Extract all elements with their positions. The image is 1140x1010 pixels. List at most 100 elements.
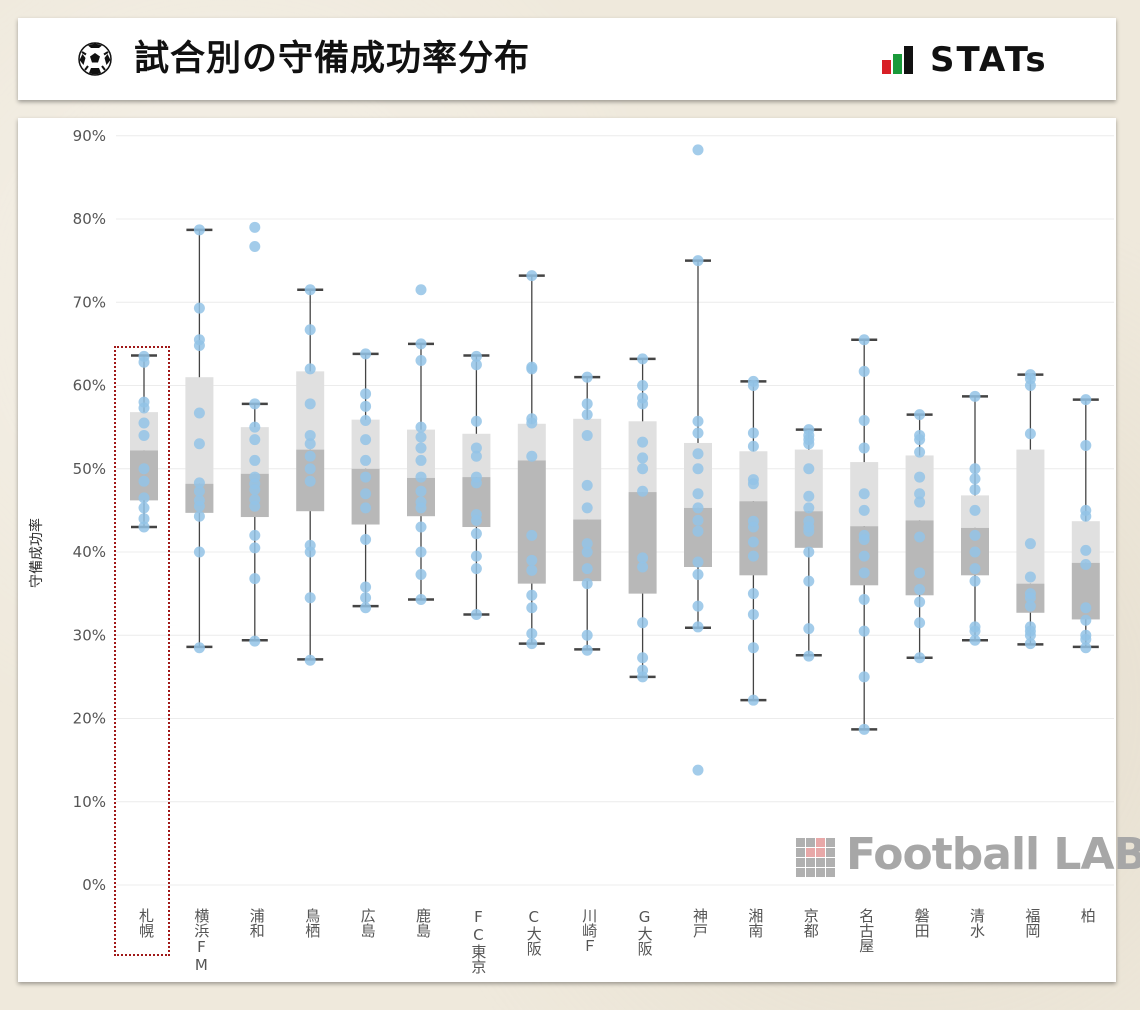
x-tick-label: FC東京 xyxy=(469,908,487,975)
data-point xyxy=(747,694,759,706)
data-point xyxy=(138,356,150,368)
data-point xyxy=(858,365,870,377)
x-tick-label: C大阪 xyxy=(525,908,543,956)
data-point xyxy=(415,431,427,443)
data-point xyxy=(581,502,593,514)
x-tick-label: G大阪 xyxy=(636,908,654,956)
data-point xyxy=(1024,592,1036,604)
data-point xyxy=(193,224,205,236)
data-point xyxy=(249,542,261,554)
data-point xyxy=(138,492,150,504)
data-point xyxy=(637,452,649,464)
y-tick-label: 40% xyxy=(73,543,106,561)
data-point xyxy=(415,338,427,350)
data-point xyxy=(415,593,427,605)
data-point xyxy=(692,525,704,537)
data-point xyxy=(581,479,593,491)
data-point xyxy=(193,477,205,489)
data-point xyxy=(415,421,427,433)
data-point xyxy=(914,617,926,629)
data-point xyxy=(470,608,482,620)
football-lab-grid-icon xyxy=(796,838,835,877)
data-point xyxy=(581,546,593,558)
page-title: 試合別の守備成功率分布 xyxy=(134,39,531,79)
data-point xyxy=(526,450,538,462)
y-tick-label: 50% xyxy=(73,460,106,478)
data-point xyxy=(914,471,926,483)
data-point xyxy=(637,436,649,448)
data-point xyxy=(914,434,926,446)
data-point xyxy=(360,454,372,466)
data-point xyxy=(914,446,926,458)
data-point xyxy=(138,513,150,525)
data-point xyxy=(1080,544,1092,556)
data-point xyxy=(1080,642,1092,654)
data-point xyxy=(803,650,815,662)
data-point xyxy=(360,400,372,412)
data-point xyxy=(304,429,316,441)
data-point xyxy=(193,302,205,314)
data-point xyxy=(526,270,538,282)
data-point xyxy=(360,414,372,426)
data-point xyxy=(304,463,316,475)
data-point xyxy=(969,563,981,575)
data-point xyxy=(304,546,316,558)
data-point xyxy=(747,380,759,391)
data-point xyxy=(803,546,815,558)
soccer-ball-icon xyxy=(78,42,112,76)
data-point xyxy=(581,409,593,421)
data-point xyxy=(969,504,981,516)
x-tick-label: 清水 xyxy=(968,908,986,938)
data-point xyxy=(249,421,261,433)
data-point xyxy=(581,429,593,441)
data-point xyxy=(914,488,926,500)
data-point xyxy=(526,363,538,375)
data-point xyxy=(637,485,649,497)
data-point xyxy=(304,324,316,336)
data-point xyxy=(193,510,205,522)
y-tick-label: 0% xyxy=(82,876,106,894)
data-point xyxy=(914,596,926,608)
data-point xyxy=(858,442,870,454)
data-point xyxy=(803,463,815,475)
data-point xyxy=(415,355,427,367)
data-point xyxy=(360,388,372,400)
data-point xyxy=(470,350,482,362)
data-point xyxy=(637,671,649,683)
y-tick-label: 90% xyxy=(73,127,106,145)
data-point xyxy=(193,485,205,497)
data-point xyxy=(470,359,482,371)
data-point xyxy=(1080,558,1092,570)
data-point xyxy=(1080,439,1092,451)
data-point xyxy=(415,284,427,296)
y-tick-label: 20% xyxy=(73,710,106,728)
data-point xyxy=(415,485,427,497)
data-point xyxy=(692,556,704,568)
x-tick-label: 鳥栖 xyxy=(303,907,321,938)
data-point xyxy=(1024,538,1036,550)
data-point xyxy=(470,514,482,526)
data-point xyxy=(526,589,538,601)
data-point xyxy=(747,440,759,452)
x-tick-label: 札幌 xyxy=(137,908,155,938)
data-point xyxy=(747,550,759,562)
data-point xyxy=(415,546,427,558)
data-point xyxy=(692,764,704,776)
data-point xyxy=(692,427,704,439)
box-upper xyxy=(1016,449,1045,584)
data-point xyxy=(1080,602,1092,614)
data-point xyxy=(304,284,316,296)
data-point xyxy=(692,144,704,156)
data-point xyxy=(138,463,150,475)
data-point xyxy=(803,490,815,502)
data-point xyxy=(803,525,815,537)
data-point xyxy=(803,575,815,587)
data-point xyxy=(304,592,316,604)
data-point xyxy=(193,546,205,558)
y-tick-label: 60% xyxy=(73,377,106,395)
data-point xyxy=(747,536,759,548)
data-point xyxy=(470,477,482,489)
data-point xyxy=(360,502,372,514)
data-point xyxy=(526,602,538,614)
data-point xyxy=(858,723,870,735)
